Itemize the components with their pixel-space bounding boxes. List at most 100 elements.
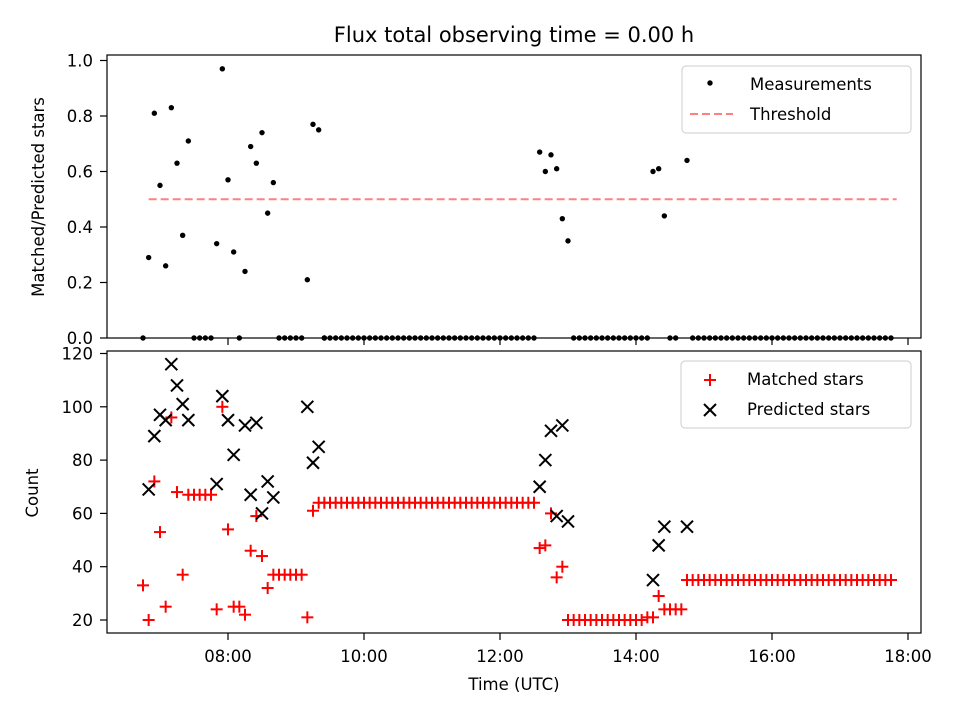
x-tick-label: 16:00 bbox=[748, 647, 796, 666]
count-legend-box bbox=[680, 360, 912, 429]
count-plot: 20 40 60 80 100 120 08:00 10:00 12:00 14:00 16:00… bbox=[23, 345, 932, 695]
measurement-point bbox=[242, 268, 248, 275]
predicted-x-b bbox=[561, 514, 575, 529]
count-y-tick-label: 80 bbox=[72, 451, 93, 470]
measurement-point bbox=[253, 160, 260, 166]
measurement-point bbox=[213, 240, 220, 247]
measurement-point bbox=[310, 121, 316, 128]
predicted-star-point bbox=[141, 482, 156, 497]
ratio-y-tick-label: 0.6 bbox=[67, 163, 93, 182]
matched-star-point bbox=[256, 550, 268, 563]
predicted-x-b bbox=[260, 474, 275, 489]
measurement-point bbox=[661, 213, 668, 219]
predicted-star-point bbox=[158, 413, 173, 427]
predicted-star-point bbox=[657, 520, 672, 534]
ratio-y-tick-label: 0.0 bbox=[67, 329, 93, 348]
matched-star-point bbox=[528, 496, 540, 509]
count-y-tick-label: 40 bbox=[72, 558, 93, 577]
predicted-x-b bbox=[249, 416, 264, 430]
measurement-point bbox=[168, 104, 175, 111]
measurement-point bbox=[247, 143, 254, 150]
measurement-point bbox=[185, 138, 192, 144]
matched-star-point bbox=[159, 600, 172, 613]
count-x-ticks: 08:00 10:00 12:00 14:00 16:00 18:00 bbox=[204, 633, 932, 666]
matched-star-point bbox=[154, 526, 166, 539]
matched-legend-marker bbox=[704, 374, 716, 386]
matched-star-point bbox=[647, 611, 659, 624]
x-tick-label: 12:00 bbox=[476, 647, 524, 666]
ratio-y-axis-label: Matched/Predicted stars bbox=[29, 97, 48, 297]
predicted-x-b bbox=[300, 400, 315, 414]
matched-star-point bbox=[233, 600, 246, 613]
predicted-x-b bbox=[181, 413, 196, 427]
matched-star-point bbox=[148, 475, 161, 488]
x-tick-label: 14:00 bbox=[612, 647, 660, 666]
x-tick-label: 18:00 bbox=[884, 647, 932, 666]
predicted-star-point bbox=[164, 357, 179, 371]
ratio-y-tick-label: 1.0 bbox=[67, 52, 93, 71]
matched-star-point bbox=[307, 504, 319, 517]
x-axis-label: Time (UTC) bbox=[467, 675, 559, 694]
predicted-x-b bbox=[311, 440, 326, 454]
matched-star-point bbox=[239, 608, 251, 621]
predicted-x-b bbox=[238, 418, 252, 433]
ratio-y-tick-label: 0.4 bbox=[67, 218, 93, 237]
predicted-star-point bbox=[221, 413, 235, 427]
predicted-star-point bbox=[147, 429, 162, 443]
predicted-x-b bbox=[141, 482, 156, 497]
measurement-point bbox=[270, 179, 277, 186]
predicted-x-b bbox=[266, 490, 281, 505]
count-y-tick-label: 20 bbox=[72, 611, 93, 630]
ratio-legend: Measurements Threshold bbox=[681, 65, 912, 134]
measurements-legend-marker bbox=[707, 80, 713, 86]
measurement-point bbox=[559, 215, 566, 222]
matched-star-point bbox=[675, 603, 688, 616]
measurement-point bbox=[655, 166, 662, 172]
matched-star-point bbox=[137, 579, 149, 592]
predicted-legend-label: Predicted stars bbox=[747, 400, 870, 419]
measurements-legend-label: Measurements bbox=[750, 75, 872, 94]
count-y-tick-label: 120 bbox=[62, 345, 94, 364]
x-tick-label: 10:00 bbox=[340, 647, 388, 666]
matched-star-point bbox=[295, 568, 308, 581]
measurement-point bbox=[684, 157, 690, 164]
predicted-x-b bbox=[549, 509, 564, 523]
predicted-x-b bbox=[215, 389, 230, 403]
measurement-point bbox=[264, 210, 271, 216]
predicted-x-b bbox=[555, 418, 570, 433]
ratio-plot: 0.0 0.2 0.4 0.6 0.8 1.0 Matched/Predicted sta… bbox=[29, 52, 922, 348]
matched-star-point bbox=[539, 539, 552, 552]
matched-star-point bbox=[533, 542, 546, 555]
matched-star-point bbox=[635, 614, 648, 626]
predicted-star-point bbox=[555, 418, 570, 433]
predicted-star-point bbox=[538, 453, 553, 467]
measurement-point bbox=[304, 277, 311, 283]
measurement-point bbox=[548, 152, 554, 158]
predicted-star-point bbox=[651, 538, 666, 553]
measurement-point bbox=[315, 127, 322, 133]
predicted-x-b bbox=[651, 538, 666, 553]
predicted-star-point bbox=[255, 506, 269, 521]
matched-star-point bbox=[244, 544, 257, 557]
measurement-point bbox=[174, 160, 180, 166]
predicted-x-b bbox=[255, 506, 269, 521]
predicted-star-point bbox=[226, 448, 241, 462]
predicted-x-b bbox=[221, 413, 235, 427]
predicted-x-b bbox=[657, 520, 672, 534]
count-legend: Matched stars Predicted stars bbox=[680, 360, 912, 429]
predicted-x-b bbox=[164, 357, 179, 371]
predicted-star-point bbox=[300, 400, 315, 414]
matched-star-point bbox=[556, 560, 569, 573]
predicted-x-b bbox=[532, 480, 547, 494]
predicted-x-b bbox=[158, 413, 173, 427]
count-y-ticks: 20 40 60 80 100 120 bbox=[62, 345, 107, 630]
measurement-point bbox=[259, 129, 265, 136]
predicted-star-point bbox=[680, 520, 694, 534]
predicted-star-point bbox=[238, 418, 252, 433]
ratio-legend-box bbox=[681, 65, 912, 134]
measurement-point bbox=[542, 168, 549, 175]
matched-star-point bbox=[171, 486, 183, 499]
predicted-star-point bbox=[544, 424, 558, 438]
predicted-x-b bbox=[170, 378, 184, 393]
